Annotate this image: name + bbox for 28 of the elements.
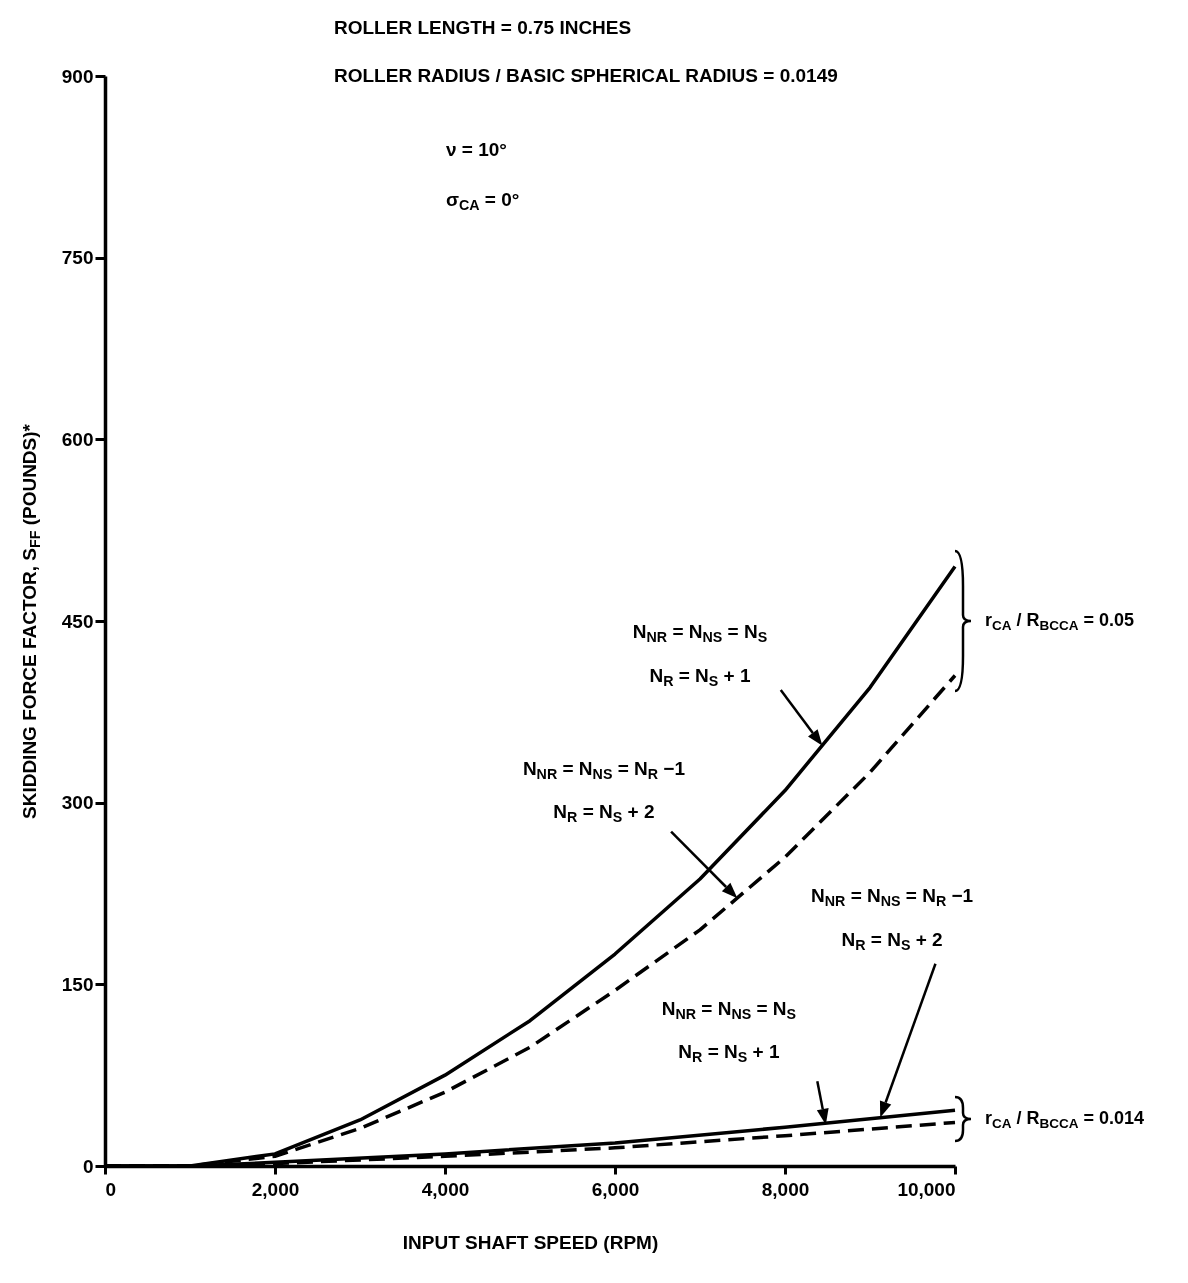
x-tick-label: 4,000 — [421, 1178, 470, 1200]
y-tick-label: 900 — [61, 65, 94, 87]
annotation: N$_{NR}$ = N$_{NS}$ = N$_{R}$ −1 — [522, 757, 686, 782]
annotation: N$_{R}$ = N$_{S}$ + 2 — [841, 928, 943, 953]
annotation: ROLLER RADIUS / BASIC SPHERICAL RADIUS = 0.0149 — [334, 65, 838, 86]
text: ROLLER LENGTH = 0.75 INCHES — [334, 17, 632, 38]
x-tick-label: 0 — [105, 1178, 117, 1200]
annotation: N$_{R}$ = N$_{S}$ + 1 — [649, 664, 751, 689]
text: r$_{CA}$ / R$_{BCCA}$ = 0.05 — [985, 610, 1135, 634]
x-axis-title: INPUT SHAFT SPEED (RPM) — [402, 1231, 659, 1253]
annotation: N$_{NR}$ = N$_{NS}$ = N$_{S}$ — [661, 997, 797, 1022]
y-tick-label: 0 — [82, 1155, 94, 1177]
annotation: N$_{NR}$ = N$_{NS}$ = N$_{S}$ — [632, 620, 768, 646]
x-tick-label: 6,000 — [591, 1178, 640, 1200]
x-tick-label: 2,000 — [251, 1178, 300, 1200]
y-tick-label: 600 — [61, 428, 94, 450]
annotation: σ$_{CA}$ = 0° — [446, 189, 520, 214]
y-tick-label: 300 — [61, 792, 94, 814]
y-tick-label: 450 — [61, 610, 94, 632]
x-tick-label: 8,000 — [761, 1178, 810, 1200]
annotation: N$_{R}$ = N$_{S}$ + 1 — [678, 1041, 780, 1066]
y-tick-label: 750 — [61, 247, 94, 269]
annotation: ν = 10° — [446, 139, 507, 160]
annotation: N$_{NR}$ = N$_{NS}$ = N$_{R}$ −1 — [811, 884, 974, 910]
y-tick-label: 150 — [61, 973, 94, 995]
x-tick-label: 10,000 — [897, 1178, 956, 1200]
annotation: N$_{R}$ = N$_{S}$ + 2 — [553, 801, 655, 826]
text: r$_{CA}$ / R$_{BCCA}$ = 0.014 — [985, 1108, 1145, 1132]
